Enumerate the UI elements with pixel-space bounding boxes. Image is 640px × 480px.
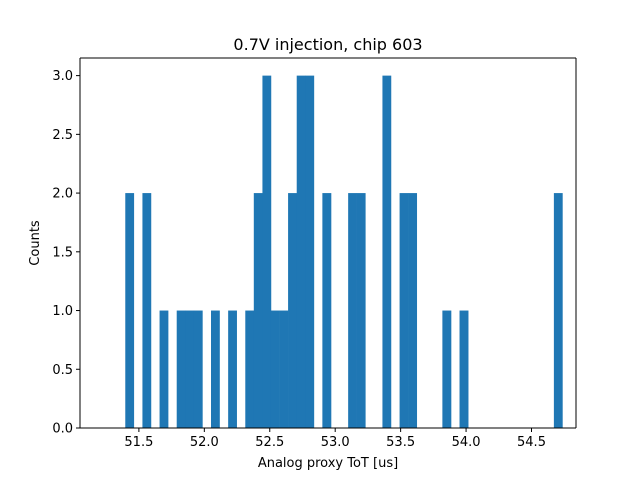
y-axis-label: Counts: [28, 220, 43, 266]
histogram-bar: [382, 75, 392, 429]
y-tick-label: 3.0: [52, 69, 73, 84]
histogram-bar: [296, 75, 306, 429]
histogram-bar: [305, 75, 315, 429]
histogram-bar: [553, 193, 563, 428]
y-axis-ticks: 0.0 0.5 1.0 1.5 2.0 2.5 3.0: [52, 69, 80, 437]
x-tick-label: 52.5: [255, 435, 284, 450]
chart-title: 0.7V injection, chip 603: [233, 35, 422, 54]
histogram-bar: [279, 310, 289, 428]
x-tick-label: 54.0: [452, 435, 481, 450]
histogram-bar: [245, 310, 255, 428]
x-tick-label: 51.5: [124, 435, 153, 450]
histogram-bar: [142, 193, 152, 428]
y-tick-label: 1.0: [52, 304, 73, 319]
histogram-bar: [185, 310, 195, 428]
axes-frame: [79, 57, 577, 429]
histogram-bar: [322, 193, 332, 428]
x-tick-label: 52.0: [190, 435, 219, 450]
histogram-bar: [459, 310, 469, 428]
histogram-bar: [159, 310, 169, 428]
bars-layer: [125, 75, 563, 429]
histogram-bar: [176, 310, 186, 428]
histogram-bar: [228, 310, 237, 428]
histogram-bar: [193, 310, 203, 428]
histogram-bar: [442, 310, 452, 428]
y-tick-label: 2.5: [52, 128, 73, 143]
x-axis-ticks: 51.5 52.0 52.5 53.0 53.5 54.0 54.5: [124, 428, 546, 450]
histogram-bar: [288, 193, 298, 428]
histogram-bar: [399, 193, 409, 428]
x-axis-label: Analog proxy ToT [us]: [258, 456, 398, 471]
y-tick-label: 0.5: [52, 363, 73, 378]
x-tick-label: 53.5: [386, 435, 415, 450]
x-tick-label: 54.5: [517, 435, 546, 450]
y-tick-label: 1.5: [52, 245, 73, 260]
histogram-bar: [262, 75, 272, 429]
histogram-bar: [356, 193, 366, 428]
x-tick-label: 53.0: [321, 435, 350, 450]
histogram-bar: [253, 193, 263, 428]
histogram-bar: [348, 193, 357, 428]
histogram-bar: [211, 310, 220, 428]
y-tick-label: 2.0: [52, 187, 73, 202]
histogram-bar: [125, 193, 135, 428]
y-tick-label: 0.0: [52, 422, 73, 437]
histogram-bar: [408, 193, 418, 428]
histogram-bar: [270, 310, 280, 428]
